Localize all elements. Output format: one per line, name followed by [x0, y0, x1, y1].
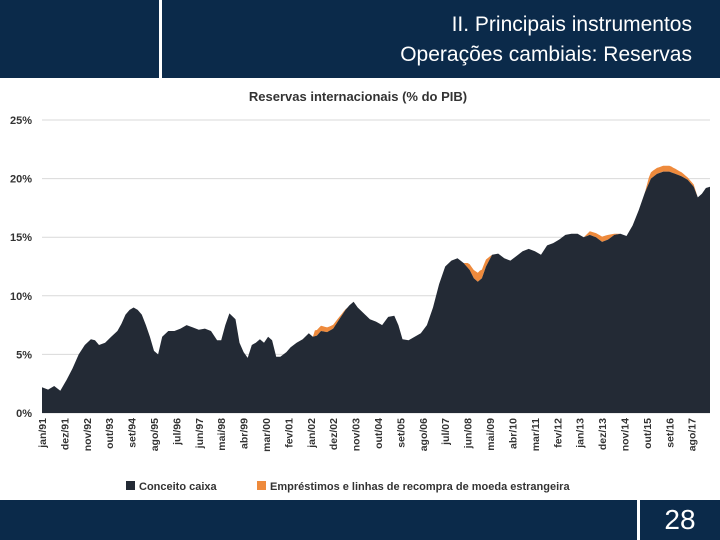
x-tick-label: dez/91 [59, 418, 71, 450]
slide-title: II. Principais instrumentos Operações ca… [400, 10, 692, 70]
x-tick-label: fev/12 [552, 418, 564, 448]
x-tick-label: nov/14 [619, 418, 631, 451]
area-series [42, 165, 710, 413]
x-tick-label: out/04 [373, 418, 385, 449]
x-tick-label: fev/01 [283, 418, 295, 448]
x-tick-label: ago/06 [418, 418, 430, 451]
x-tick-label: dez/13 [597, 418, 609, 450]
slide-title-line2: Operações cambiais: Reservas [400, 43, 692, 66]
legend-swatch-emprestimos [257, 481, 266, 490]
header-left-panel [0, 0, 158, 78]
x-tick-label: dez/02 [328, 418, 340, 450]
x-tick-label: mai/98 [216, 418, 228, 451]
series-caixa-area [42, 171, 710, 413]
x-tick-label: ago/17 [687, 418, 699, 451]
x-tick-label: jan/02 [306, 418, 318, 449]
legend-label-caixa: Conceito caixa [139, 481, 218, 493]
chart-legend: Conceito caixa Empréstimos e linhas de re… [126, 481, 570, 493]
x-tick-label: jan/13 [575, 418, 587, 449]
y-tick-label: 25% [10, 115, 32, 127]
x-tick-label: mar/11 [530, 418, 542, 451]
y-axis-ticks: 0% 5% 10% 15% 20% 25% [10, 115, 32, 420]
x-tick-label: jul/96 [171, 418, 183, 446]
x-tick-label: jan/91 [37, 418, 49, 449]
reserves-chart: Reservas internacionais (% do PIB) 0% 5% 1… [10, 89, 710, 493]
y-tick-label: 15% [10, 232, 32, 244]
x-tick-label: jul/07 [440, 418, 452, 446]
x-axis-ticks: jan/91 dez/91 nov/92 out/93 set/94 ago/95 jul/… [37, 418, 699, 452]
chart-container: Reservas internacionais (% do PIB) 0% 5% 1… [0, 80, 720, 500]
x-tick-label: jun/08 [463, 418, 475, 450]
y-tick-label: 20% [10, 174, 32, 186]
chart-title: Reservas internacionais (% do PIB) [249, 89, 467, 104]
x-tick-label: nov/03 [351, 418, 363, 451]
x-tick-label: set/94 [127, 418, 139, 448]
x-tick-label: jun/97 [194, 418, 206, 450]
y-tick-label: 10% [10, 291, 32, 303]
page-number: 28 [664, 504, 696, 535]
slide-footer: 28 [0, 500, 720, 540]
y-tick-label: 0% [16, 408, 32, 420]
x-tick-label: out/93 [104, 418, 116, 449]
x-tick-label: set/16 [664, 418, 676, 448]
x-tick-label: mai/09 [485, 418, 497, 451]
x-tick-label: mar/00 [261, 418, 273, 452]
x-tick-label: abr/99 [239, 418, 251, 449]
slide-title-line1: II. Principais instrumentos [451, 13, 692, 36]
x-tick-label: set/05 [395, 418, 407, 448]
header-divider [159, 0, 162, 78]
x-tick-label: nov/92 [82, 418, 94, 451]
legend-swatch-caixa [126, 481, 135, 490]
legend-label-emprestimos: Empréstimos e linhas de recompra de moed… [270, 481, 570, 493]
y-tick-label: 5% [16, 349, 32, 361]
x-tick-label: abr/10 [507, 418, 519, 449]
footer-divider [637, 500, 640, 540]
x-tick-label: ago/95 [149, 418, 161, 451]
slide-header: II. Principais instrumentos Operações ca… [0, 0, 720, 78]
x-tick-label: out/15 [642, 418, 654, 449]
